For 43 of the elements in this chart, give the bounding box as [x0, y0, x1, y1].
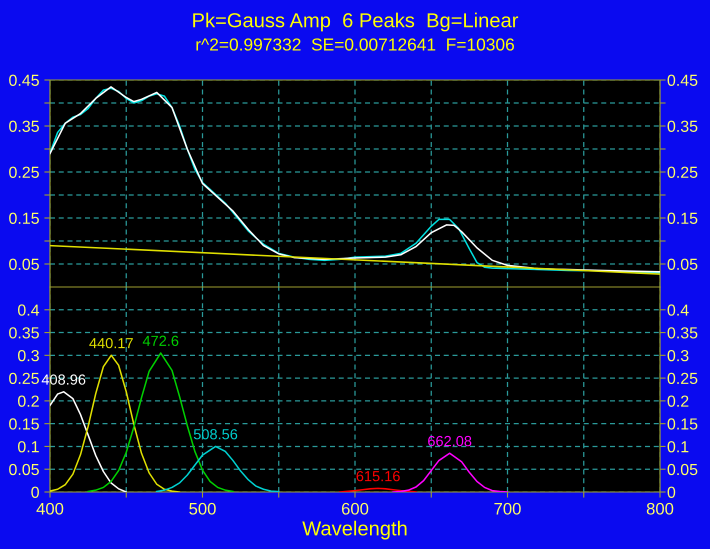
y2-tick-label: 0.2	[668, 396, 688, 407]
y-tick-label: 0.05	[9, 464, 39, 476]
series-label: 662.08	[428, 436, 472, 446]
y-tick-label: 0.05	[9, 258, 39, 270]
y2-tick-label: 0.35	[668, 120, 698, 132]
y-tick-label: 0.25	[9, 372, 39, 384]
x-tick-label: 700	[494, 502, 521, 515]
y2-tick-label: 0.1	[668, 441, 688, 452]
y2-tick-label: 0.35	[668, 327, 698, 338]
y-tick-label: 0.15	[9, 212, 39, 224]
chart-subtitle: r^2=0.997332 SE=0.00712641 F=10306	[196, 38, 514, 51]
y2-tick-label: 0.4	[668, 304, 689, 316]
y2-tick-label: 0.25	[668, 166, 698, 178]
series-label: 472.6	[142, 336, 178, 346]
y-tick-label: 0.2	[18, 396, 39, 407]
x-axis-title: Wavelength	[302, 520, 406, 540]
line-series	[50, 391, 128, 492]
y2-tick-label: 0	[668, 486, 676, 498]
x-tick-label: 600	[342, 502, 368, 515]
y2-tick-label: 0.25	[668, 372, 698, 384]
y2-tick-label: 0.05	[668, 258, 698, 270]
y-tick-label: 0.3	[18, 350, 39, 362]
x-tick-label: 500	[189, 502, 216, 515]
y2-tick-label: 0.15	[668, 212, 698, 224]
y-tick-label: 0.25	[9, 166, 39, 178]
x-tick-label: 800	[646, 502, 674, 515]
y-tick-label: 0	[31, 486, 39, 498]
y-tick-label: 0.35	[9, 120, 39, 132]
y-tick-label: 0.1	[18, 441, 39, 452]
line-series	[156, 446, 280, 492]
series-label: 440.17	[89, 338, 133, 348]
chart-title: Pk=Gauss Amp 6 Peaks Bg=Linear	[193, 12, 518, 32]
y2-tick-label: 0.05	[668, 464, 698, 476]
y-tick-label: 0.15	[9, 418, 39, 430]
series-label: 615.16	[356, 470, 400, 482]
y-tick-label: 0.4	[18, 304, 40, 316]
y2-tick-label: 0.15	[668, 418, 698, 430]
y-tick-label: 0.35	[9, 327, 39, 338]
y2-tick-label: 0.3	[668, 350, 688, 362]
y-tick-label: 0.45	[9, 74, 39, 86]
x-tick-label: 400	[36, 502, 64, 515]
y2-tick-label: 0.45	[668, 74, 698, 86]
series-label: 508.56	[194, 429, 238, 440]
